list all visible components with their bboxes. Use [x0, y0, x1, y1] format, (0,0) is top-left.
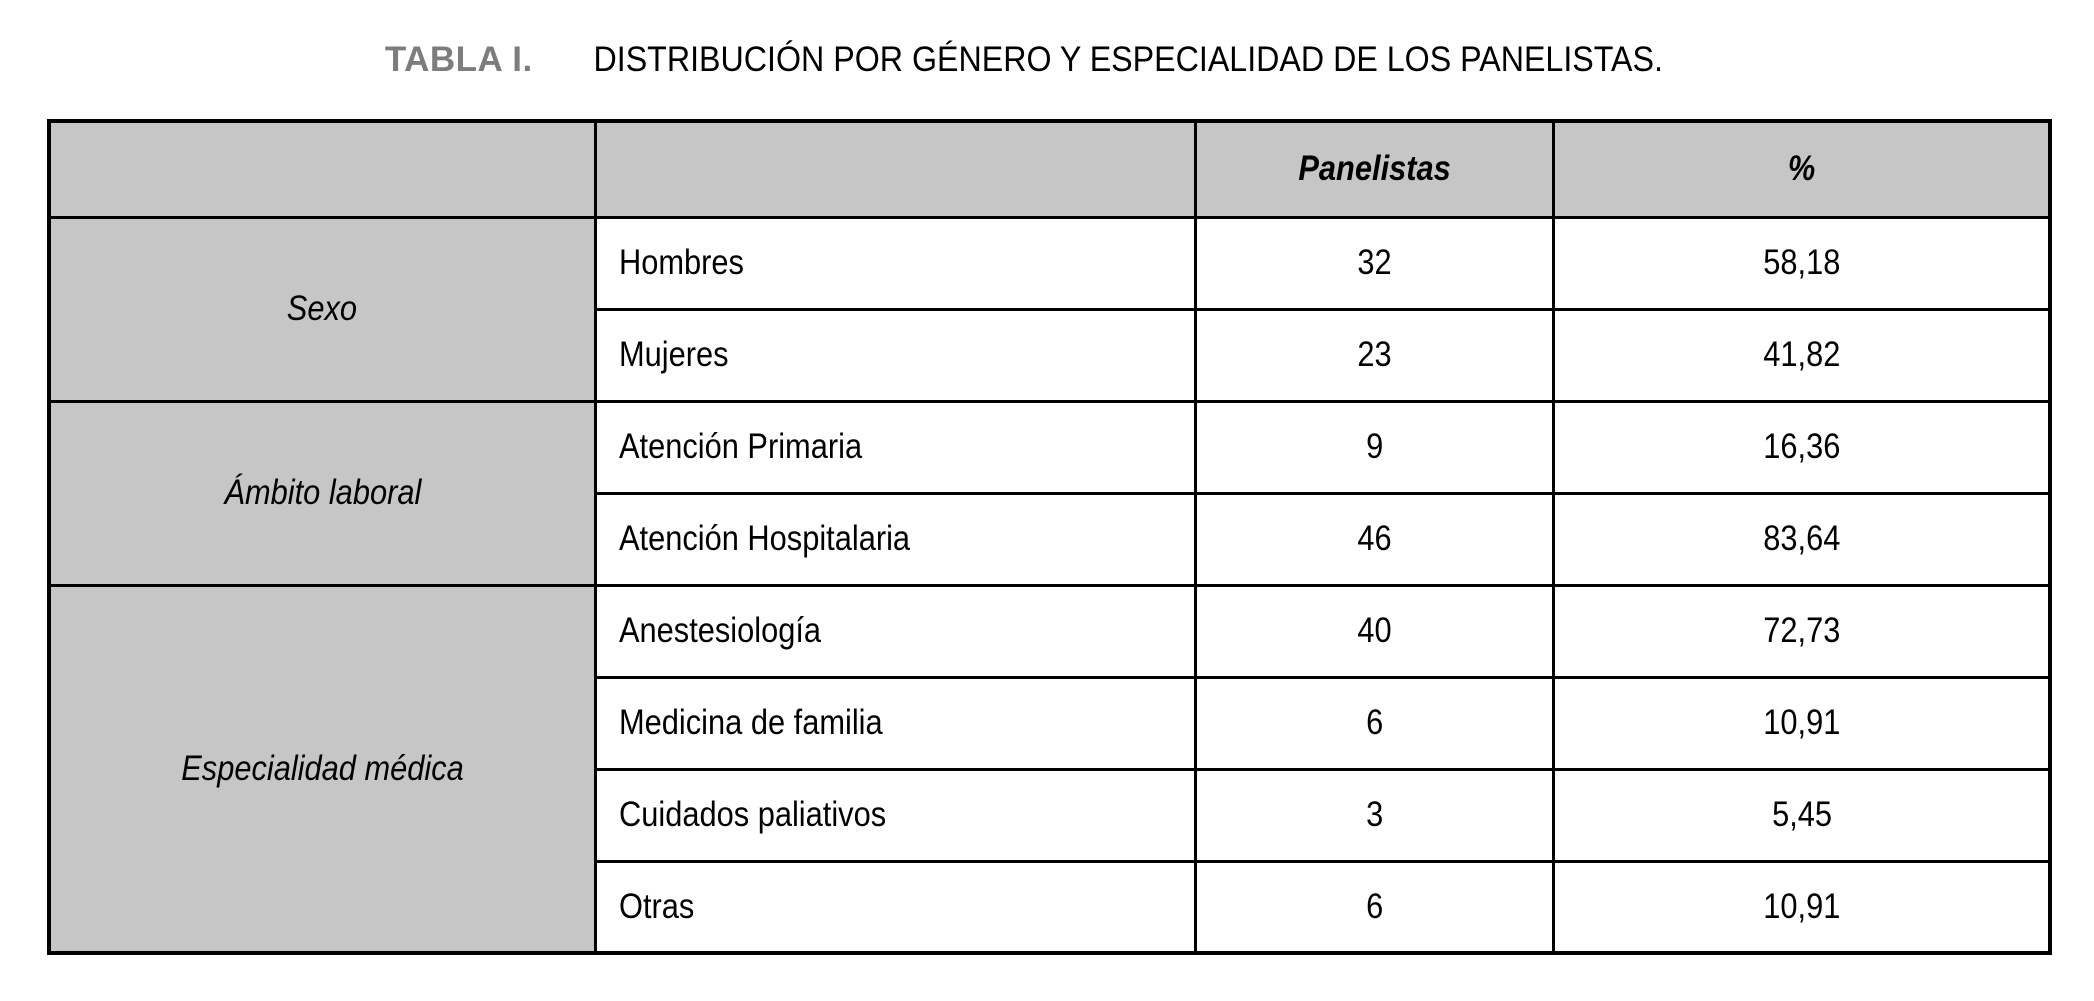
table-row: Medicina de familia 6 10,91 — [49, 675, 2052, 771]
panelistas-value: 3 — [1366, 795, 1384, 834]
header-cell-subcategory-empty — [593, 119, 1198, 219]
percent-cell: 83,64 — [1552, 491, 2052, 587]
panelistas-cell: 32 — [1194, 215, 1556, 311]
category-cell-especialidad-medica: Especialidad médica — [47, 583, 597, 955]
percent-cell: 5,45 — [1552, 767, 2052, 863]
table-title: TABLA I. DISTRIBUCIÓN POR GÉNERO Y ESPECI… — [0, 40, 2094, 80]
header-panelistas-label: Panelistas — [1298, 149, 1451, 189]
table-row: Mujeres 23 41,82 — [49, 307, 2052, 403]
panelistas-value: 32 — [1357, 243, 1392, 282]
panelistas-cell: 6 — [1194, 859, 1556, 955]
panelistas-value: 6 — [1366, 703, 1384, 742]
percent-value: 10,91 — [1763, 703, 1841, 742]
label-cell: Hombres — [593, 215, 1198, 311]
percent-cell: 72,73 — [1552, 583, 2052, 679]
label-cell: Cuidados paliativos — [593, 767, 1198, 863]
table-header-row: Panelistas % — [47, 119, 2052, 219]
table-row: Cuidados paliativos 3 5,45 — [49, 767, 2052, 863]
label-cell: Atención Hospitalaria — [593, 491, 1198, 587]
panelistas-value: 9 — [1366, 427, 1384, 466]
category-cell-sexo: Sexo — [47, 215, 597, 403]
table-row: Especialidad médica Anestesiología 40 72… — [47, 583, 2052, 955]
category-label: Sexo — [287, 289, 358, 328]
row-label: Otras — [618, 886, 695, 926]
row-label: Mujeres — [618, 335, 729, 374]
label-cell: Mujeres — [593, 307, 1198, 403]
panelistas-cell: 23 — [1194, 307, 1556, 403]
percent-cell: 10,91 — [1552, 675, 2052, 771]
percent-value: 10,91 — [1763, 886, 1841, 926]
percent-value: 16,36 — [1763, 427, 1841, 466]
percent-cell: 16,36 — [1552, 399, 2052, 495]
table-row: Sexo Hombres 32 58,18 — [47, 215, 2052, 403]
label-cell: Anestesiología — [593, 583, 1198, 679]
panelistas-value: 6 — [1366, 886, 1384, 926]
panelistas-cell: 40 — [1194, 583, 1556, 679]
row-label: Atención Hospitalaria — [618, 519, 910, 558]
header-cell-category-empty — [47, 119, 597, 219]
label-cell: Medicina de familia — [593, 675, 1198, 771]
row-label: Anestesiología — [618, 611, 821, 650]
row-label: Cuidados paliativos — [618, 795, 886, 834]
table-title-text: DISTRIBUCIÓN POR GÉNERO Y ESPECIALIDAD D… — [593, 40, 1663, 79]
panelistas-value: 23 — [1357, 335, 1392, 374]
category-cell-ambito-laboral: Ámbito laboral — [47, 399, 597, 587]
panelistas-cell: 3 — [1194, 767, 1556, 863]
label-cell: Otras — [593, 859, 1198, 955]
panelistas-value: 40 — [1357, 611, 1392, 650]
row-label: Hombres — [618, 243, 744, 282]
panelists-table: Panelistas % Sexo Hombres 32 — [47, 119, 2052, 955]
row-label: Atención Primaria — [618, 427, 862, 466]
table-row: Atención Hospitalaria 46 83,64 — [49, 491, 2052, 587]
panelistas-value: 46 — [1357, 519, 1392, 558]
category-label: Ámbito laboral — [223, 473, 421, 512]
percent-value: 41,82 — [1763, 335, 1841, 374]
header-cell-panelistas: Panelistas — [1194, 119, 1556, 219]
percent-value: 72,73 — [1763, 611, 1841, 650]
percent-cell: 10,91 — [1552, 859, 2052, 955]
table-title-label: TABLA I. — [384, 40, 533, 79]
percent-cell: 58,18 — [1552, 215, 2052, 311]
category-label: Especialidad médica — [181, 748, 464, 788]
panelistas-cell: 6 — [1194, 675, 1556, 771]
row-label: Medicina de familia — [618, 703, 883, 742]
header-percent-label: % — [1787, 149, 1816, 189]
percent-value: 58,18 — [1763, 243, 1841, 282]
panelistas-cell: 9 — [1194, 399, 1556, 495]
percent-cell: 41,82 — [1552, 307, 2052, 403]
label-cell: Atención Primaria — [593, 399, 1198, 495]
percent-value: 5,45 — [1771, 795, 1832, 834]
percent-value: 83,64 — [1763, 519, 1841, 558]
table-row: Ámbito laboral Atención Primaria 9 16,36 — [47, 399, 2052, 587]
panelistas-cell: 46 — [1194, 491, 1556, 587]
table-row: Otras 6 10,91 — [49, 859, 2052, 955]
header-cell-percent: % — [1552, 119, 2052, 219]
